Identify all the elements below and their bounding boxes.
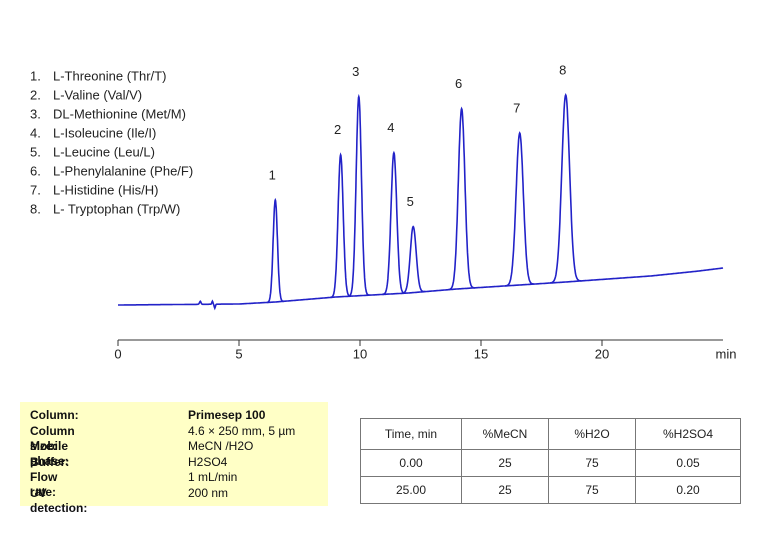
table-cell: 25.00	[360, 476, 462, 504]
legend-name: L-Phenylalanine (Phe/F)	[53, 163, 193, 178]
condition-key: Column size:	[30, 423, 75, 453]
peak	[347, 93, 370, 298]
condition-key: Mobile phase:	[30, 439, 69, 468]
table-cell: 25	[461, 449, 549, 477]
peak-label: 6	[455, 76, 462, 91]
table-cell: 0.00	[360, 449, 462, 477]
table-cell: 0.05	[635, 449, 741, 477]
table-header-cell: %H2O	[548, 418, 636, 450]
peak-label: 4	[387, 120, 394, 135]
x-tick-label: 0	[114, 346, 121, 361]
table-header-cell: Time, min	[360, 418, 462, 450]
legend-name: L-Leucine (Leu/L)	[53, 144, 155, 159]
condition-value: MeCN /H2O	[188, 439, 254, 453]
legend-index: 7.	[30, 182, 41, 197]
legend-index: 8.	[30, 201, 41, 216]
x-tick-label: 15	[474, 346, 488, 361]
peak	[330, 152, 351, 299]
baseline-trace	[118, 267, 724, 311]
table-header-cell: %H2SO4	[635, 418, 741, 450]
peak-label: 1	[269, 167, 276, 182]
table-cell: 75	[548, 449, 636, 477]
x-tick-label: 10	[353, 346, 367, 361]
legend-index: 2.	[30, 87, 41, 102]
legend-index: 4.	[30, 125, 41, 140]
table-header-row: Time, min %MeCN %H2O %H2SO4	[360, 418, 741, 450]
table-header-cell: %MeCN	[461, 418, 549, 450]
legend-index: 1.	[30, 68, 41, 83]
chart: 1 1. L-Threonine (Thr/T) 2 2. L-Valine (Val/V…	[30, 62, 737, 361]
peak	[505, 131, 535, 287]
x-tick-label: 5	[235, 346, 242, 361]
legend-name: L-Isoleucine (Ile/I)	[53, 125, 156, 140]
table-cell: 75	[548, 476, 636, 504]
peak	[549, 92, 582, 284]
peak-label: 2	[334, 122, 341, 137]
legend-name: DL-Methionine (Met/M)	[53, 106, 186, 121]
legend-index: 6.	[30, 163, 41, 178]
condition-key: UV detection:	[30, 485, 88, 515]
legend-index: 5.	[30, 144, 41, 159]
table-cell: 25	[461, 476, 549, 504]
table-row: 0.00 25 75 0.05	[360, 449, 741, 477]
peak-label: 5	[407, 194, 414, 209]
x-tick-label: 20	[595, 346, 609, 361]
peak-label: 3	[352, 64, 359, 79]
condition-value: 200 nm	[188, 485, 229, 500]
legend-index: 3.	[30, 106, 41, 121]
peak-label: 8	[559, 62, 566, 77]
condition-value: Primesep 100	[188, 408, 266, 422]
conditions-box: Column: Primesep 100 Column size: 4.6 × 250…	[20, 402, 328, 515]
peak	[448, 106, 475, 291]
condition-key: Flow rate:	[30, 470, 58, 499]
legend-name: L- Tryptophan (Trp/W)	[53, 201, 180, 216]
table-cell: 0.20	[635, 476, 741, 504]
peak-label: 7	[513, 100, 520, 115]
peak	[266, 197, 285, 304]
table-row: 25.00 25 75 0.20	[360, 476, 741, 504]
peak	[401, 225, 426, 295]
condition-value: H2SO4	[188, 454, 228, 469]
legend-name: L-Threonine (Thr/T)	[53, 68, 166, 83]
legend-name: L-Histidine (His/H)	[53, 182, 158, 197]
peak	[382, 150, 406, 296]
gradient-table: Time, min %MeCN %H2O %H2SO4 0.00 25 75 0.05 25.0…	[360, 418, 741, 504]
x-axis-label: min	[716, 346, 737, 361]
condition-value: 1 mL/min	[188, 470, 238, 484]
legend-name: L-Valine (Val/V)	[53, 87, 142, 102]
condition-key: Column:	[30, 408, 79, 422]
condition-value: 4.6 × 250 mm, 5 µm	[188, 423, 296, 438]
condition-key: Buffer:	[30, 454, 70, 469]
